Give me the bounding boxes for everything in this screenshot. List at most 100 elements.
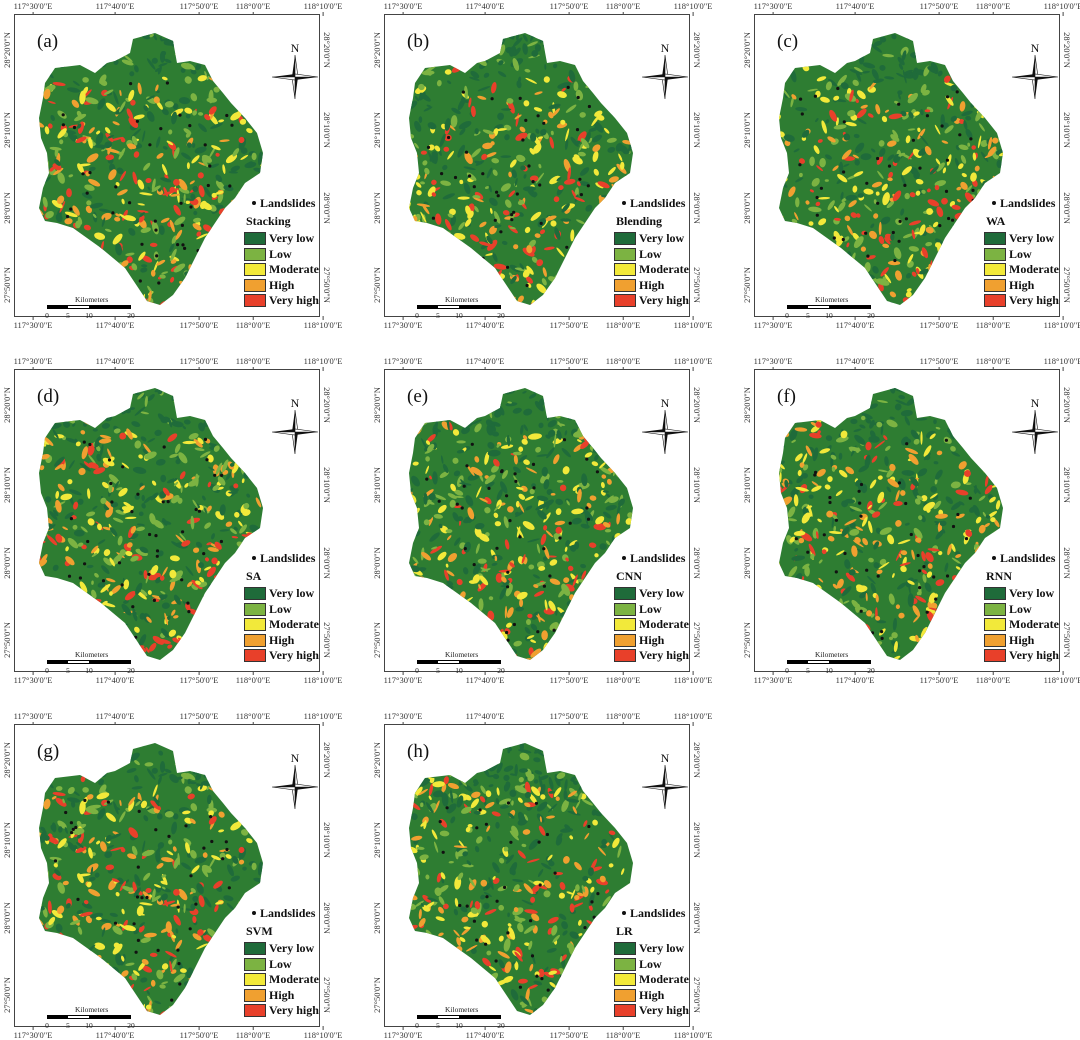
scale-bar-graphic	[787, 305, 871, 309]
latitude-tick: 28°20'0"N	[1062, 32, 1072, 68]
legend-class-high: High	[614, 988, 694, 1004]
latitude-tick: 27°50'0"N	[2, 977, 12, 1013]
legend-swatch	[614, 278, 636, 292]
model-name: SVM	[246, 924, 273, 938]
longitude-tick: 117°40'0"E	[465, 316, 505, 330]
legend-label: Low	[639, 246, 662, 261]
legend-swatch	[984, 294, 1006, 308]
longitude-tick: 118°0'0"E	[235, 1026, 271, 1040]
legend-label: Very high	[269, 648, 319, 663]
longitude-tick: 117°50'0"E	[549, 1, 589, 16]
susceptibility-map	[39, 388, 263, 660]
compass-rose-icon	[1011, 409, 1059, 455]
scale-tick: 5	[66, 1021, 70, 1030]
north-label: N	[660, 396, 670, 410]
legend-label: Very low	[1009, 231, 1055, 246]
scale-bar: Kilometers 0 5 10 20	[45, 1005, 135, 1033]
longitude-tick: 118°10'0"E	[673, 1026, 713, 1040]
scale-tick: 10	[455, 666, 463, 675]
longitude-tick: 117°30'0"E	[383, 356, 423, 371]
latitude-tick: 28°20'0"N	[2, 742, 12, 778]
legend-class-moderate: Moderate	[244, 262, 324, 278]
scale-bar-title: Kilometers	[815, 295, 849, 304]
latitude-tick: 27°50'0"N	[2, 267, 12, 303]
legend-swatch	[244, 294, 266, 308]
legend-class-high: High	[244, 278, 324, 294]
longitude-tick: 117°40'0"E	[465, 1, 505, 16]
legend-class-very-low: Very low	[244, 586, 324, 602]
latitude-tick: 28°20'0"N	[322, 387, 332, 423]
latitude-tick: 28°10'0"N	[742, 112, 752, 148]
legend-class-moderate: Moderate	[984, 262, 1064, 278]
panel-label: (d)	[37, 386, 60, 407]
map-panel-wa: 117°30'0"E 117°40'0"E 117°50'0"E 118°0'0…	[740, 0, 1080, 345]
map-frame: (c) N Kilometers 0	[754, 14, 1060, 320]
latitude-tick: 28°20'0"N	[742, 387, 752, 423]
map-panel-rnn: 117°30'0"E 117°40'0"E 117°50'0"E 118°0'0…	[740, 355, 1080, 700]
legend-swatch	[614, 247, 636, 261]
legend-label: High	[269, 632, 295, 647]
legend-class-low: Low	[244, 247, 324, 263]
compass-rose-icon	[641, 409, 689, 455]
legend-class-low: Low	[614, 247, 694, 263]
legend-swatch	[244, 602, 266, 616]
panel-label: (h)	[407, 741, 430, 762]
latitude-tick: 28°10'0"N	[322, 467, 332, 503]
legend-swatch	[984, 278, 1006, 292]
longitude-tick: 117°50'0"E	[179, 1026, 219, 1040]
longitude-tick: 117°30'0"E	[753, 671, 793, 685]
longitude-tick: 118°0'0"E	[605, 671, 641, 685]
legend-swatch	[984, 247, 1006, 261]
scale-tick: 0	[785, 666, 789, 675]
legend-class-very-low: Very low	[244, 231, 324, 247]
legend-class-very-low: Very low	[984, 586, 1064, 602]
map-legend: Landslides Blending Very low Low Moderate H…	[614, 196, 694, 309]
scale-bar-title: Kilometers	[445, 1005, 479, 1014]
longitude-tick: 118°10'0"E	[303, 1, 343, 16]
legend-class-moderate: Moderate	[614, 972, 694, 988]
legend-class-very-high: Very high	[984, 293, 1064, 309]
longitude-tick: 117°50'0"E	[549, 711, 589, 726]
map-panel-sa: 117°30'0"E 117°40'0"E 117°50'0"E 118°0'0…	[0, 355, 360, 700]
north-arrow: N	[640, 396, 690, 458]
susceptibility-map	[409, 743, 633, 1015]
legend-swatch	[614, 294, 636, 308]
scale-tick: 20	[497, 1021, 505, 1030]
legend-label: Very low	[269, 941, 315, 956]
scale-bar-title: Kilometers	[445, 295, 479, 304]
legend-label: Very high	[269, 1003, 319, 1018]
legend-label: Very high	[269, 293, 319, 308]
scale-tick: 10	[85, 666, 93, 675]
landslides-legend-entry: Landslides	[244, 906, 324, 921]
legend-label: Very high	[639, 293, 689, 308]
north-arrow: N	[1010, 396, 1060, 458]
longitude-tick: 117°50'0"E	[549, 1026, 589, 1040]
longitude-tick: 117°30'0"E	[753, 356, 793, 371]
landslides-legend-entry: Landslides	[984, 196, 1064, 211]
map-panel-blending: 117°30'0"E 117°40'0"E 117°50'0"E 118°0'0…	[370, 0, 730, 345]
legend-swatch	[984, 618, 1006, 632]
north-arrow: N	[270, 41, 320, 103]
map-legend: Landslides Stacking Very low Low Moderate H…	[244, 196, 324, 309]
legend-swatch	[244, 278, 266, 292]
legend-class-very-high: Very high	[244, 648, 324, 664]
scale-tick: 5	[66, 311, 70, 320]
legend-class-very-low: Very low	[984, 231, 1064, 247]
legend-class-high: High	[244, 633, 324, 649]
scale-tick: 5	[436, 666, 440, 675]
legend-label: Moderate	[269, 262, 319, 277]
legend-swatch	[244, 988, 266, 1002]
scale-bar-graphic	[47, 305, 131, 309]
north-label: N	[660, 751, 670, 765]
panel-label: (b)	[407, 31, 430, 52]
longitude-tick: 117°40'0"E	[835, 671, 875, 685]
latitude-tick: 27°50'0"N	[742, 267, 752, 303]
map-legend: Landslides RNN Very low Low Moderate High Ve…	[984, 551, 1064, 664]
latitude-tick: 28°0'0"N	[742, 192, 752, 224]
latitude-tick: 28°20'0"N	[322, 742, 332, 778]
scale-tick: 10	[85, 1021, 93, 1030]
landslide-dot-icon	[252, 556, 256, 561]
landslides-legend-entry: Landslides	[984, 551, 1064, 566]
longitude-tick: 117°40'0"E	[95, 711, 135, 726]
map-frame: (a) N Kilometers 0	[14, 14, 320, 320]
